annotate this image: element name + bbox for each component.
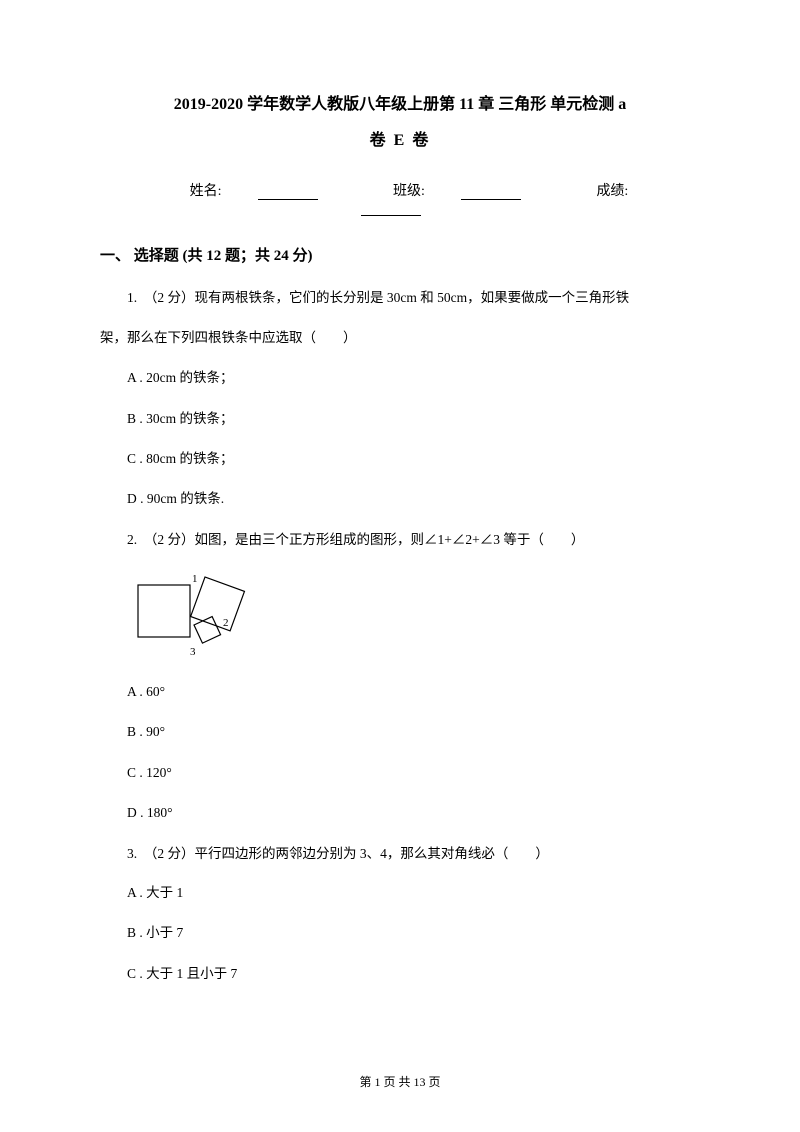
q3-optB: B . 小于 7 bbox=[100, 921, 700, 945]
q2-optC: C . 120° bbox=[100, 761, 700, 785]
angle-3-label: 3 bbox=[190, 646, 196, 657]
q3-optA: A . 大于 1 bbox=[100, 881, 700, 905]
title-line1: 2019-2020 学年数学人教版八年级上册第 11 章 三角形 单元检测 a bbox=[100, 90, 700, 114]
q3-text: 3. （2 分）平行四边形的两邻边分别为 3、4，那么其对角线必（ ） bbox=[100, 841, 700, 867]
angle-1-label: 1 bbox=[192, 573, 198, 585]
q1-text: 1. （2 分）现有两根铁条，它们的长分别是 30cm 和 50cm，如果要做成… bbox=[100, 285, 700, 311]
q1-optA: A . 20cm 的铁条； bbox=[100, 366, 700, 390]
section-header: 一、 选择题 (共 12 题；共 24 分) bbox=[100, 244, 700, 265]
q1-text2: 架，那么在下列四根铁条中应选取（ ） bbox=[100, 325, 700, 351]
q2-text: 2. （2 分）如图，是由三个正方形组成的图形，则∠1+∠2+∠3 等于（ ） bbox=[100, 527, 700, 553]
q1-optD: D . 90cm 的铁条. bbox=[100, 487, 700, 511]
q1-optC: C . 80cm 的铁条； bbox=[100, 447, 700, 471]
title-line2: 卷 E 卷 bbox=[100, 126, 700, 150]
q1-optB: B . 30cm 的铁条； bbox=[100, 407, 700, 431]
page-footer: 第 1 页 共 13 页 bbox=[0, 1073, 800, 1090]
q2-figure: 1 2 3 bbox=[130, 567, 700, 662]
square-3 bbox=[194, 617, 221, 644]
q2-optB: B . 90° bbox=[100, 720, 700, 744]
q2-optD: D . 180° bbox=[100, 801, 700, 825]
angle-2-label: 2 bbox=[223, 617, 229, 629]
q2-optA: A . 60° bbox=[100, 680, 700, 704]
class-label: 班级: bbox=[375, 184, 539, 199]
name-label: 姓名: bbox=[172, 184, 336, 199]
info-row: 姓名: 班级: 成绩: bbox=[100, 180, 700, 216]
square-1 bbox=[138, 585, 190, 637]
q3-optC: C . 大于 1 且小于 7 bbox=[100, 962, 700, 986]
